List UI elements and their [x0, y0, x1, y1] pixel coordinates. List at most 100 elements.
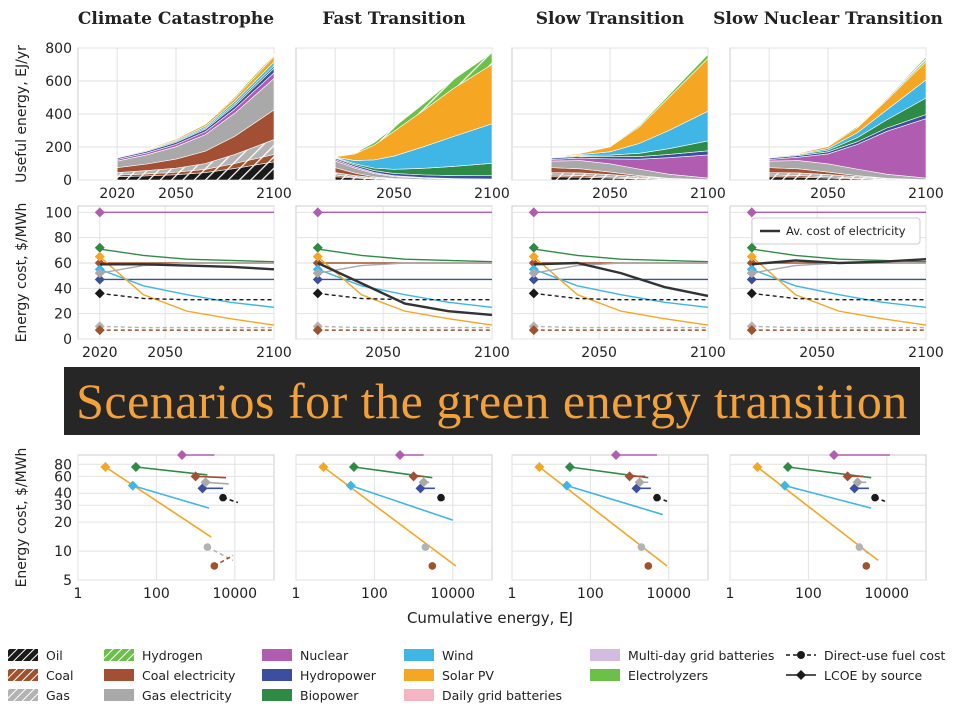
y-tick-label: 80 [54, 457, 72, 473]
x-tick-label: 10000 [431, 586, 476, 602]
cost-marker-coal [528, 325, 539, 336]
legend-box [751, 217, 921, 245]
x-tick-label: 2100 [908, 186, 944, 202]
legend-label: LCOE by source [824, 667, 923, 683]
learning-marker-gas_elec [200, 477, 211, 488]
avg-cost-line [533, 261, 709, 298]
x-tick-label: 2050 [592, 186, 628, 202]
learning-marker-oil [437, 493, 445, 502]
cost-marker-solar [746, 251, 757, 262]
y-tick-label: 60 [54, 469, 72, 485]
cost-line-solar [533, 256, 709, 326]
learning-curve-solar [104, 466, 212, 538]
learning-marker-nuclear [395, 450, 406, 460]
cost-line-gas [317, 325, 492, 329]
legend-label: Coal electricity [142, 667, 236, 683]
legend-label: Daily grid batteries [442, 687, 562, 703]
x-tick-label: 2050 [158, 186, 194, 202]
panel-title: Slow Transition [536, 9, 684, 29]
legend-swatch [104, 669, 134, 681]
learning-marker-wind [127, 480, 138, 491]
cost-marker-bio [746, 242, 757, 253]
legend-swatch [8, 649, 38, 661]
cost-marker-hydro [528, 274, 539, 285]
cost-marker-bio [312, 242, 323, 253]
cost-marker-solar [312, 251, 323, 262]
legend-swatch [590, 669, 620, 681]
cost-line-gas [533, 325, 708, 329]
legend-item-coal_elec: Coal electricity [104, 666, 235, 684]
x-tick-label: 2100 [256, 186, 292, 202]
cost-marker-nuclear [312, 207, 323, 218]
cost-marker-oil [528, 288, 539, 299]
legend-swatch [786, 651, 816, 659]
legend-label: Gas electricity [142, 687, 232, 703]
cost-line-gas_elec [317, 262, 492, 274]
learning-panel-3: 1 100 10000 [726, 450, 927, 602]
cost-marker-oil [746, 288, 757, 299]
x-tick-label: 2050 [365, 345, 401, 361]
legend-item-solar: Solar PV [404, 666, 494, 684]
avg-cost-line [317, 261, 493, 317]
learning-marker-gas [637, 543, 646, 551]
y-axis-label: Energy cost, $/MWh [14, 203, 30, 343]
learning-marker-nuclear [829, 450, 840, 460]
cost-line-oil [751, 292, 926, 301]
y-tick-label: 80 [54, 231, 72, 247]
cost-marker-oil [94, 288, 105, 299]
y-tick-label: 40 [54, 486, 72, 502]
y-tick-label: 20 [54, 515, 72, 531]
legend-swatch [404, 649, 434, 661]
area-panel-3: Slow Nuclear Transition 2050 2100 [713, 9, 944, 202]
cost-marker-hydro [94, 274, 105, 285]
legend-swatch [786, 670, 816, 680]
legend-item-hydro: Hydropower [262, 666, 376, 684]
x-tick-label: 2100 [474, 186, 510, 202]
x-tick-label: 100 [577, 586, 604, 602]
area-hydrogen [117, 52, 275, 158]
learning-marker-coal [428, 562, 437, 570]
cost-marker-bio [528, 242, 539, 253]
cost-line-bio [317, 248, 493, 263]
learning-marker-gas_elec [418, 477, 429, 488]
legend-label: Av. cost of electricity [786, 224, 906, 238]
area-panel-0: Climate Catastrophe 2020 2050 2100 0 200 400 60… [45, 9, 292, 202]
title-banner: Scenarios for the green energy transitio… [64, 367, 920, 435]
learning-marker-wind [561, 480, 572, 491]
x-tick-label: 2100 [690, 345, 726, 361]
learning-marker-nuclear [177, 450, 188, 460]
y-tick-label: 10 [54, 544, 72, 560]
cost-marker-coal [94, 325, 105, 336]
learning-curve-coal_elec [195, 475, 227, 479]
legend-item-direct: Direct-use fuel cost [786, 646, 945, 664]
cost-marker-nuclear [94, 207, 105, 218]
x-tick-label: 2100 [690, 186, 726, 202]
x-tick-label: 100 [795, 586, 822, 602]
avg-cost-line [751, 258, 927, 266]
x-tick-label: 2050 [810, 186, 846, 202]
learning-marker-gas [203, 543, 212, 551]
cost-marker-gas_elec [746, 268, 757, 279]
learning-marker-bio [782, 462, 793, 473]
legend-swatch [8, 669, 38, 681]
area-hydrogen [335, 52, 493, 158]
cost-marker-oil [312, 288, 323, 299]
legend-swatch [104, 689, 134, 701]
cost-marker-solar [94, 251, 105, 262]
learning-marker-gas [421, 543, 430, 551]
learning-marker-solar [318, 462, 329, 473]
cost-line-gas [99, 325, 274, 329]
panel-title: Fast Transition [322, 9, 465, 29]
plot-frame [295, 205, 493, 340]
x-tick-label: 2050 [581, 345, 617, 361]
learning-marker-bio [564, 462, 575, 473]
plot-frame [77, 454, 275, 581]
cost-line-solar [317, 256, 493, 326]
legend-swatch [262, 669, 292, 681]
cost-panel-1: 2050 2100 [295, 205, 510, 361]
legend-item-daily_batt: Daily grid batteries [404, 686, 562, 704]
cost-marker-coal_elec [528, 258, 539, 268]
cost-marker-nuclear [746, 207, 757, 218]
learning-curve-solar [322, 466, 457, 567]
